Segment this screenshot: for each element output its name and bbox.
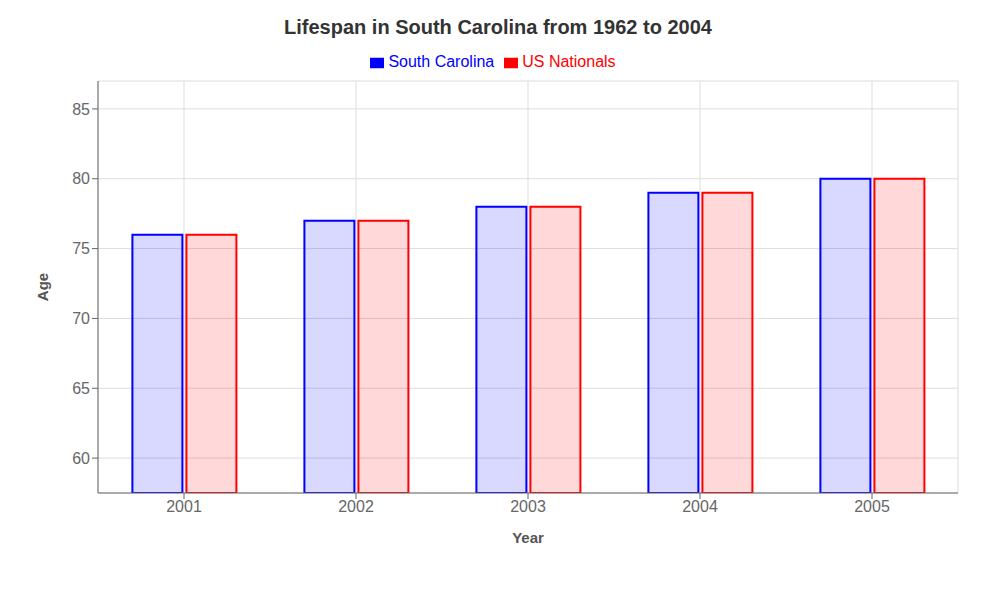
svg-text:70: 70 <box>72 310 90 327</box>
svg-text:80: 80 <box>72 170 90 187</box>
svg-text:Age: Age <box>34 273 51 301</box>
svg-text:75: 75 <box>72 240 90 257</box>
svg-text:2003: 2003 <box>510 498 546 515</box>
svg-text:65: 65 <box>72 380 90 397</box>
svg-text:2001: 2001 <box>166 498 202 515</box>
html-text:Lifespan in South Carolina fro: Lifespan in South Carolina from 1962 to … <box>284 16 712 38</box>
svg-text:2005: 2005 <box>854 498 890 515</box>
html-text:US Nationals: US Nationals <box>522 53 616 70</box>
svg-text:60: 60 <box>72 450 90 467</box>
svg-text:85: 85 <box>72 101 90 118</box>
svg-text:Year: Year <box>512 529 544 546</box>
html-text:South Carolina: South Carolina <box>388 53 495 70</box>
svg-text:2004: 2004 <box>682 498 718 515</box>
svg-text:2002: 2002 <box>338 498 374 515</box>
